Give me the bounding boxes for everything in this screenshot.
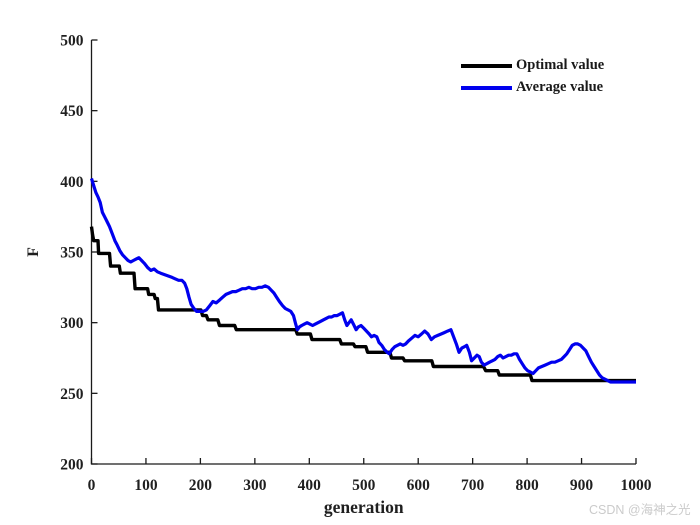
y-tick-label: 250 — [60, 386, 84, 403]
watermark: CSDN @海神之光 — [589, 503, 691, 517]
x-tick-label: 900 — [570, 477, 594, 494]
x-tick-label: 0 — [88, 477, 96, 494]
legend-item-average: Average value — [461, 78, 604, 97]
axes — [90, 40, 636, 465]
y-axis-label: F — [25, 247, 42, 257]
x-tick-label: 700 — [461, 477, 485, 494]
x-tick-label: 800 — [515, 477, 539, 494]
x-tick-label: 400 — [298, 477, 322, 494]
legend-label-optimal: Optimal value — [516, 57, 605, 73]
series-line-optimal-value — [89, 226, 636, 383]
x-tick-label: 600 — [407, 477, 431, 494]
x-tick-label: 500 — [352, 477, 376, 494]
x-tick-label: 1000 — [621, 477, 652, 494]
y-tick-label: 500 — [60, 33, 84, 50]
legend-label-average: Average value — [516, 79, 604, 95]
legend: Optimal value Average value — [461, 56, 604, 97]
y-tick-label: 350 — [60, 245, 84, 262]
series-line-average-value — [89, 178, 636, 384]
y-tick-label: 300 — [60, 315, 84, 332]
x-tick-label: 300 — [243, 477, 267, 494]
x-tick-label: 200 — [189, 477, 213, 494]
y-tick-label: 200 — [60, 457, 84, 474]
legend-item-optimal: Optimal value — [461, 56, 604, 75]
optimal-value-line-swatch — [461, 63, 512, 68]
x-tick-label: 100 — [134, 477, 158, 494]
y-tick-label: 400 — [60, 174, 84, 191]
x-axis-label: generation — [324, 497, 404, 517]
y-tick-label: 450 — [60, 103, 84, 120]
average-value-line-swatch — [461, 85, 512, 90]
